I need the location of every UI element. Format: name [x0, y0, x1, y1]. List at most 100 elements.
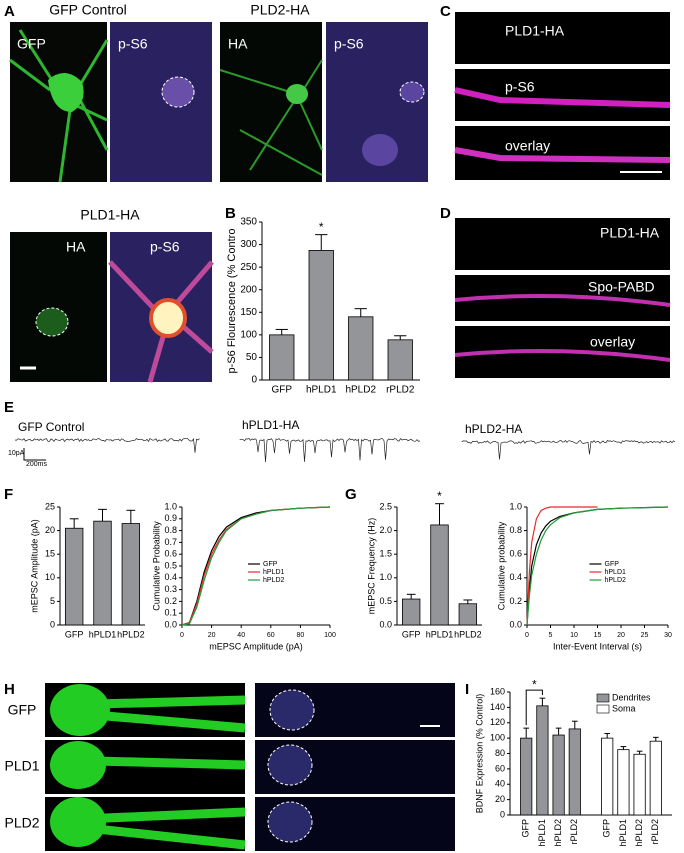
bar [601, 737, 614, 816]
x-tick-label: 0 [180, 632, 184, 639]
x-tick-label: GFP [402, 629, 421, 639]
x-tick-label: 0 [525, 632, 529, 639]
y-tick-label: 0.0 [379, 619, 392, 629]
y-tick-label: 0.0 [509, 619, 522, 629]
image-label: overlay [590, 334, 635, 350]
x-axis-label: Inter-Event Interval (s) [553, 641, 642, 651]
x-tick-label: hPLD1 [618, 819, 628, 847]
x-tick-label: 15 [594, 632, 602, 639]
trace-label: hPLD1-HA [242, 418, 299, 432]
y-tick-label: 0.6 [509, 549, 522, 559]
image [110, 22, 212, 182]
image-label: Spo-PABD [588, 279, 655, 295]
x-tick-label: 100 [324, 632, 336, 639]
y-tick-label: 160 [490, 686, 505, 696]
outline [269, 689, 315, 731]
line [526, 506, 669, 626]
y-tick-label: 150 [240, 307, 257, 318]
trace-label: hPLD2-HA [465, 422, 522, 436]
neurite [454, 87, 671, 108]
x-tick-label: 20 [617, 632, 625, 639]
bar [430, 524, 449, 626]
neurite [108, 260, 214, 383]
legend-swatch [596, 704, 610, 714]
y-tick-label: 300 [240, 239, 257, 250]
soma [48, 72, 84, 112]
panel-letter: H [4, 681, 15, 698]
bar [93, 520, 112, 626]
bar [617, 749, 630, 816]
y-tick-label: 200 [240, 284, 257, 295]
y-tick-label: 0.6 [164, 549, 177, 559]
outline [267, 744, 313, 786]
image [455, 12, 670, 64]
panel-letter: B [225, 205, 236, 222]
image [220, 22, 322, 182]
x-tick-label: 30 [664, 632, 672, 639]
bar [536, 705, 549, 816]
image-label: HA [228, 36, 248, 52]
y-tick-label: 140 [490, 702, 505, 712]
image-label: HA [66, 239, 86, 255]
legend-label: hPLD2 [263, 577, 285, 584]
y-tick-label: 0.5 [164, 560, 177, 570]
y-tick-label: 0.4 [164, 572, 177, 582]
image-label: overlay [505, 138, 550, 154]
image-label: p-S6 [150, 239, 180, 255]
neurite [454, 147, 671, 163]
x-tick-label: 40 [237, 632, 245, 639]
scale-bar [23, 448, 46, 461]
x-tick-label: 5 [549, 632, 553, 639]
y-tick-label: 350 [240, 217, 257, 228]
line [526, 506, 598, 626]
x-tick-label: hPLD2 [634, 819, 644, 847]
outline [267, 801, 313, 843]
panel-letter: F [4, 486, 13, 503]
y-tick-label: 0.8 [164, 525, 177, 535]
x-tick-label: 60 [267, 632, 275, 639]
x-tick-label: hPLD1 [426, 629, 454, 639]
image-label: p-S6 [334, 36, 364, 52]
y-tick-label: 2.5 [379, 501, 392, 511]
neurite [59, 695, 246, 850]
y-axis-label: mEPSC Frequency (Hz) [366, 518, 376, 615]
soma [50, 797, 106, 847]
x-tick-label: 25 [641, 632, 649, 639]
y-tick-label: 1.5 [379, 549, 392, 559]
bar [401, 598, 421, 626]
trace-label: GFP Control [18, 420, 84, 434]
x-tick-label: rPLD2 [650, 819, 660, 845]
cell [362, 134, 398, 166]
image-label: p-S6 [118, 36, 148, 52]
x-tick-label: hPLD2 [454, 629, 482, 639]
neurite [454, 294, 671, 307]
soma [286, 84, 308, 104]
panel-letter: E [4, 399, 14, 416]
soma [149, 298, 187, 338]
row-label: PLD2 [4, 815, 39, 831]
x-tick-label: GFP [521, 819, 531, 838]
bar [520, 737, 533, 816]
x-tick-label: rPLD2 [569, 819, 579, 845]
soma [50, 684, 110, 736]
neurite [9, 29, 109, 183]
trace [239, 438, 421, 463]
y-tick-label: 1.0 [509, 501, 522, 511]
y-tick-label: 25 [45, 501, 55, 511]
legend-label: hPLD1 [263, 569, 285, 576]
bar [348, 316, 374, 381]
x-tick-label: hPLD1 [306, 385, 337, 396]
image-label: p-S6 [505, 79, 535, 95]
panel-title: PLD2-HA [250, 2, 310, 18]
x-tick-label: hPLD2 [117, 629, 145, 639]
row-label: PLD1 [4, 758, 39, 774]
y-tick-label: 20 [495, 794, 505, 804]
image [10, 232, 107, 382]
y-tick-label: 0.4 [509, 572, 522, 582]
legend-label: Dendrites [612, 692, 651, 702]
y-tick-label: 0 [251, 375, 257, 386]
outline [161, 76, 195, 108]
significance: * [532, 677, 537, 691]
bar [308, 250, 334, 381]
